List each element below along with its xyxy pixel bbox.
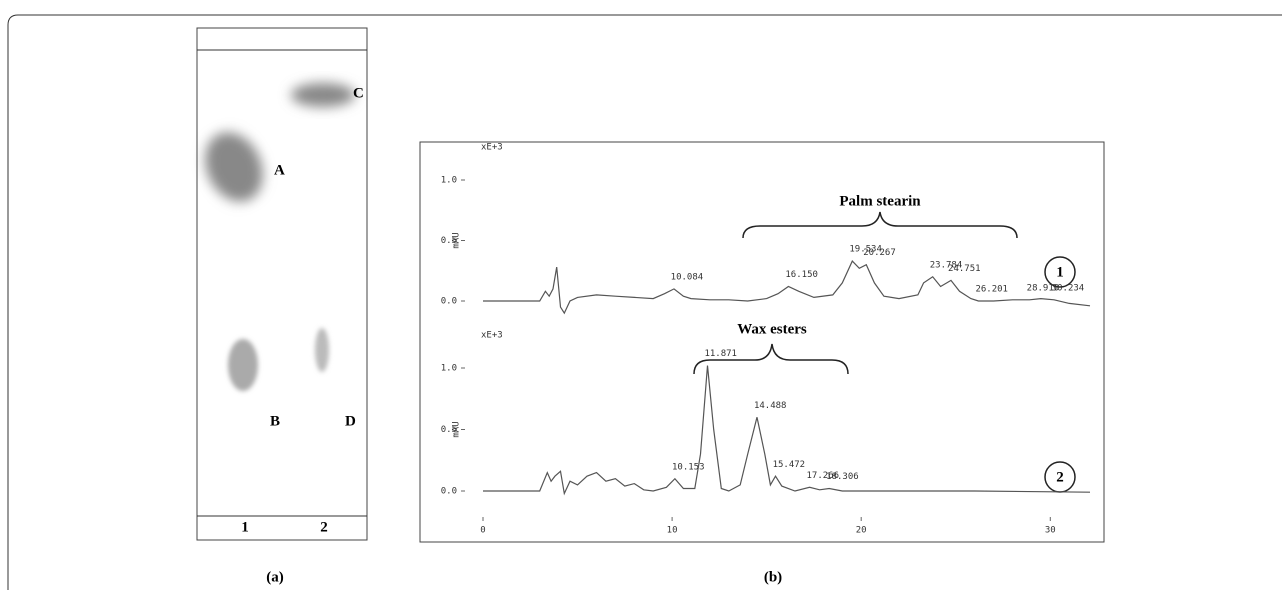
panel-label: (a) (266, 569, 284, 585)
y-axis-label: mAU (452, 232, 462, 248)
peak-label: 15.472 (773, 460, 806, 470)
x-tick-label: 20 (856, 526, 867, 536)
peak-label: 26.201 (975, 285, 1008, 295)
spot-label: D (345, 413, 356, 429)
lane-label: 1 (241, 519, 249, 535)
y-axis-label: mAU (452, 421, 462, 437)
peak-label: 10.084 (671, 273, 704, 283)
annotation: Palm stearin (839, 193, 921, 209)
peak-label: 30.234 (1052, 283, 1085, 293)
lane-label: 2 (320, 519, 328, 535)
peak-label: 20.267 (863, 248, 896, 258)
spot-b (228, 339, 258, 391)
figure: A B C D 1 2 (a) (b) 0.00.51.0mAUxE+310.0… (0, 0, 1282, 590)
spot-label: C (353, 85, 364, 101)
peak-label: 10.153 (672, 462, 705, 472)
y-tick-label: 0.0 (441, 297, 457, 307)
spot-d (315, 328, 329, 372)
y-tick-label: 1.0 (441, 364, 457, 374)
peak-label: 24.751 (948, 264, 981, 274)
chromatogram-box (420, 142, 1104, 542)
trace-label: 1 (1056, 264, 1064, 280)
peak-label: 16.150 (785, 270, 818, 280)
trace-label: 2 (1056, 469, 1064, 485)
x-tick-label: 30 (1045, 526, 1056, 536)
plate-border (197, 28, 367, 540)
panel-label: (b) (764, 569, 782, 585)
x-tick-label: 0 (480, 526, 485, 536)
annotation: Wax esters (737, 321, 807, 337)
scale-label: xE+3 (481, 331, 503, 341)
spot-label: B (270, 413, 280, 429)
y-tick-label: 1.0 (441, 176, 457, 186)
peak-label: 18.306 (826, 472, 859, 482)
peak-label: 11.871 (704, 349, 737, 359)
x-tick-label: 10 (667, 526, 678, 536)
scale-label: xE+3 (481, 143, 503, 153)
peak-label: 14.488 (754, 401, 787, 411)
spot-label: A (274, 162, 285, 178)
page: A B C D 1 2 (a) (b) 0.00.51.0mAUxE+310.0… (0, 0, 1282, 590)
spot-c (291, 83, 355, 107)
y-tick-label: 0.0 (441, 487, 457, 497)
tlc-plate: A B C D 1 2 (194, 28, 367, 540)
